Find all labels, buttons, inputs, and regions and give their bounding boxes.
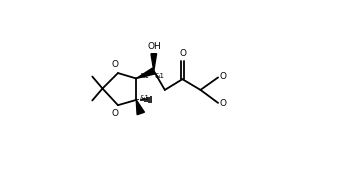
Text: O: O <box>179 49 186 58</box>
Text: O: O <box>112 60 119 69</box>
Polygon shape <box>136 100 144 115</box>
Text: O: O <box>112 109 119 118</box>
Polygon shape <box>151 54 157 71</box>
Text: &1: &1 <box>139 95 149 101</box>
Text: &1: &1 <box>155 73 165 79</box>
Text: OH: OH <box>147 42 161 51</box>
Text: O: O <box>219 72 226 81</box>
Text: O: O <box>219 99 226 108</box>
Text: &1: &1 <box>139 73 149 79</box>
Polygon shape <box>136 68 155 78</box>
